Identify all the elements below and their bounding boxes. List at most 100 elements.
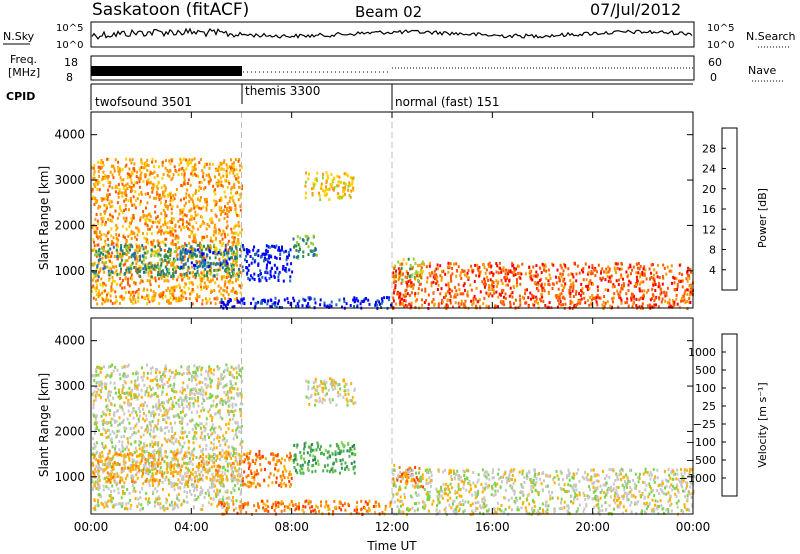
data-cell — [503, 303, 506, 307]
data-cell — [118, 272, 121, 276]
data-cell — [662, 276, 665, 280]
data-cell — [109, 259, 111, 263]
data-cell — [92, 402, 95, 406]
data-cell — [213, 297, 216, 301]
data-cell — [177, 413, 180, 417]
data-cell — [214, 188, 217, 192]
beam-label: Beam 02 — [355, 3, 422, 21]
data-cell — [521, 262, 524, 266]
data-cell — [202, 425, 205, 429]
data-cell — [137, 296, 140, 300]
data-cell — [236, 191, 239, 195]
data-cell — [218, 183, 221, 187]
data-cell — [220, 253, 223, 257]
data-cell — [575, 279, 578, 283]
data-cell — [511, 261, 514, 265]
data-cell — [155, 403, 158, 407]
data-cell — [154, 196, 157, 200]
data-cell — [235, 177, 238, 181]
data-cell — [121, 224, 124, 228]
data-cell — [575, 289, 578, 293]
data-cell — [141, 254, 144, 258]
data-cell — [111, 505, 114, 509]
data-cell — [113, 489, 116, 493]
data-cell — [102, 163, 105, 167]
data-cell — [547, 279, 550, 283]
data-cell — [463, 273, 466, 277]
data-cell — [120, 405, 123, 409]
data-cell — [293, 299, 296, 303]
data-cell — [124, 207, 127, 211]
data-cell — [93, 271, 96, 275]
data-cell — [109, 390, 112, 394]
data-cell — [211, 459, 214, 463]
data-cell — [163, 370, 166, 374]
data-cell — [110, 227, 113, 231]
data-cell — [475, 274, 478, 278]
data-cell — [314, 178, 317, 182]
data-cell — [193, 430, 196, 434]
data-cell — [147, 457, 150, 461]
data-cell — [147, 227, 149, 231]
data-cell — [158, 193, 161, 197]
data-cell — [131, 277, 133, 281]
data-cell — [104, 220, 107, 224]
data-cell — [642, 297, 644, 301]
data-cell — [235, 246, 238, 250]
data-cell — [340, 181, 343, 184]
data-cell — [167, 398, 170, 402]
data-cell — [665, 272, 668, 276]
data-cell — [192, 371, 195, 374]
data-cell — [572, 287, 575, 290]
data-cell — [246, 266, 249, 270]
data-cell — [109, 394, 112, 397]
data-cell — [537, 283, 540, 287]
data-cell — [93, 229, 96, 233]
data-cell — [182, 295, 185, 299]
data-cell — [219, 161, 222, 165]
data-cell — [430, 284, 433, 288]
data-cell — [126, 176, 129, 179]
data-cell — [153, 176, 156, 180]
data-cell — [146, 386, 149, 390]
data-cell — [475, 304, 477, 308]
data-cell — [164, 507, 167, 511]
data-cell — [239, 248, 241, 251]
data-cell — [161, 390, 164, 394]
data-cell — [141, 487, 144, 490]
data-cell — [208, 297, 211, 301]
data-cell — [502, 288, 505, 292]
data-cell — [230, 245, 233, 249]
data-cell — [191, 158, 194, 162]
data-cell — [214, 238, 217, 242]
data-cell — [392, 271, 395, 275]
data-cell — [418, 283, 421, 286]
data-cell — [342, 186, 345, 190]
data-cell — [523, 296, 525, 300]
data-cell — [218, 218, 221, 222]
data-cell — [136, 385, 139, 389]
data-cell — [620, 275, 623, 279]
data-cell — [354, 299, 357, 302]
data-cell — [552, 263, 555, 267]
data-cell — [562, 286, 565, 290]
data-cell — [345, 302, 348, 306]
data-cell — [395, 269, 397, 273]
data-cell — [92, 399, 95, 403]
data-cell — [170, 440, 173, 444]
data-cell — [92, 276, 95, 280]
data-cell — [154, 434, 157, 438]
data-cell — [95, 232, 98, 236]
data-cell — [157, 220, 160, 224]
data-cell — [208, 256, 211, 260]
data-cell — [232, 449, 235, 453]
data-cell — [454, 301, 457, 305]
data-cell — [125, 218, 128, 222]
data-cell — [148, 181, 151, 185]
data-cell — [108, 399, 111, 403]
data-cell — [645, 277, 648, 281]
data-cell — [233, 226, 236, 230]
data-cell — [113, 265, 115, 269]
data-cell — [156, 395, 159, 398]
